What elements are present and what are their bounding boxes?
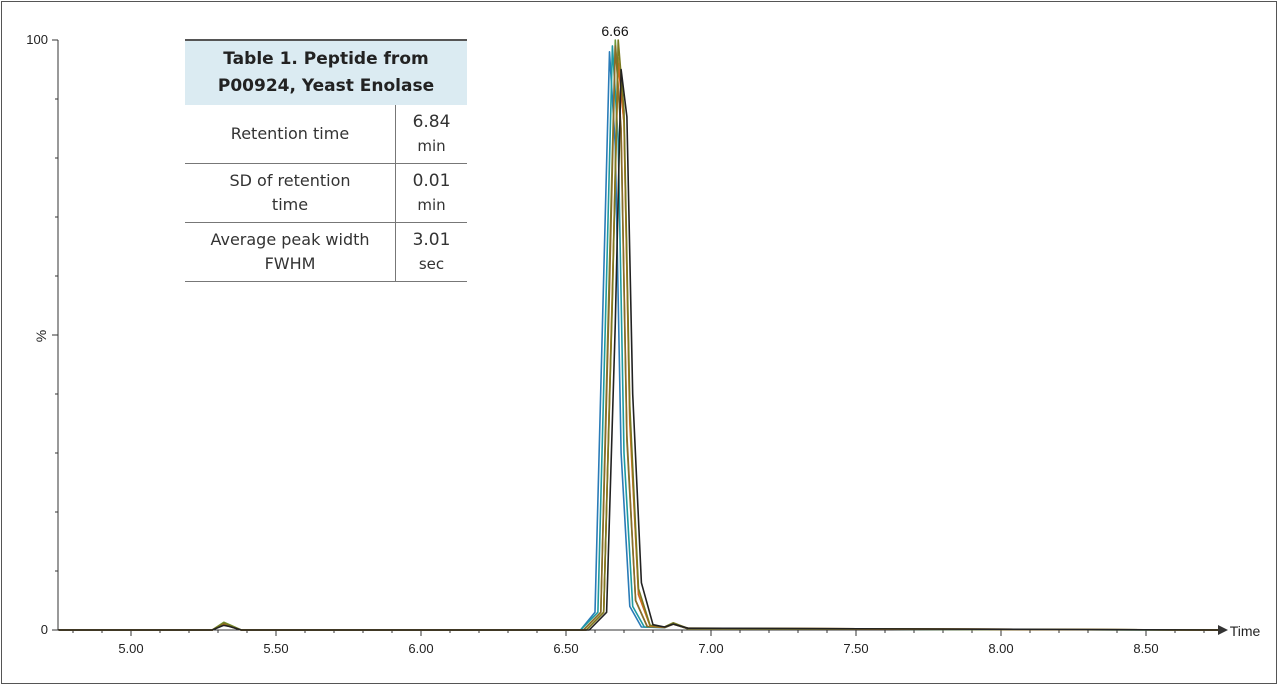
x-tick-label: 6.50 — [553, 641, 578, 656]
peak-label: 6.66 — [601, 23, 628, 39]
table-row: Average peak width FWHM 3.01 sec — [185, 222, 467, 282]
x-tick-label: 5.00 — [118, 641, 143, 656]
row-value: 3.01 — [412, 230, 451, 250]
table-title: Table 1. Peptide from P00924, Yeast Enol… — [185, 39, 467, 105]
x-tick-label: 5.50 — [263, 641, 288, 656]
results-table: Table 1. Peptide from P00924, Yeast Enol… — [185, 39, 467, 282]
x-tick-label: 8.00 — [988, 641, 1013, 656]
series-line-8 — [58, 68, 1219, 631]
x-axis-title: Time — [1230, 623, 1261, 639]
row-value: 0.01 — [412, 171, 451, 191]
series-group — [58, 39, 1219, 631]
row-label: SD of retention time — [185, 163, 396, 223]
x-ticks — [72, 630, 1205, 636]
table-row: Retention time 6.84 min — [185, 105, 467, 164]
row-unit: min — [417, 137, 446, 155]
table-row: SD of retention time 0.01 min — [185, 163, 467, 223]
table-header-row: Table 1. Peptide from P00924, Yeast Enol… — [185, 39, 467, 105]
row-label: Retention time — [185, 105, 396, 164]
row-value: 6.84 — [412, 112, 451, 132]
row-unit: min — [417, 196, 446, 214]
y-tick-label-0: 0 — [41, 622, 48, 637]
x-tick-label: 8.50 — [1133, 641, 1158, 656]
row-value-cell: 3.01 sec — [395, 222, 467, 282]
y-tick-label-100: 100 — [26, 32, 48, 47]
row-label: Average peak width FWHM — [185, 222, 396, 282]
row-value-cell: 0.01 min — [395, 163, 467, 223]
row-value-cell: 6.84 min — [395, 105, 467, 164]
x-tick-label: 6.00 — [408, 641, 433, 656]
y-minor-ticks — [52, 39, 58, 631]
x-tick-label: 7.00 — [698, 641, 723, 656]
y-axis-title: % — [33, 330, 49, 342]
x-axis-arrow — [1218, 625, 1228, 635]
row-unit: sec — [418, 255, 445, 273]
x-tick-label: 7.50 — [843, 641, 868, 656]
